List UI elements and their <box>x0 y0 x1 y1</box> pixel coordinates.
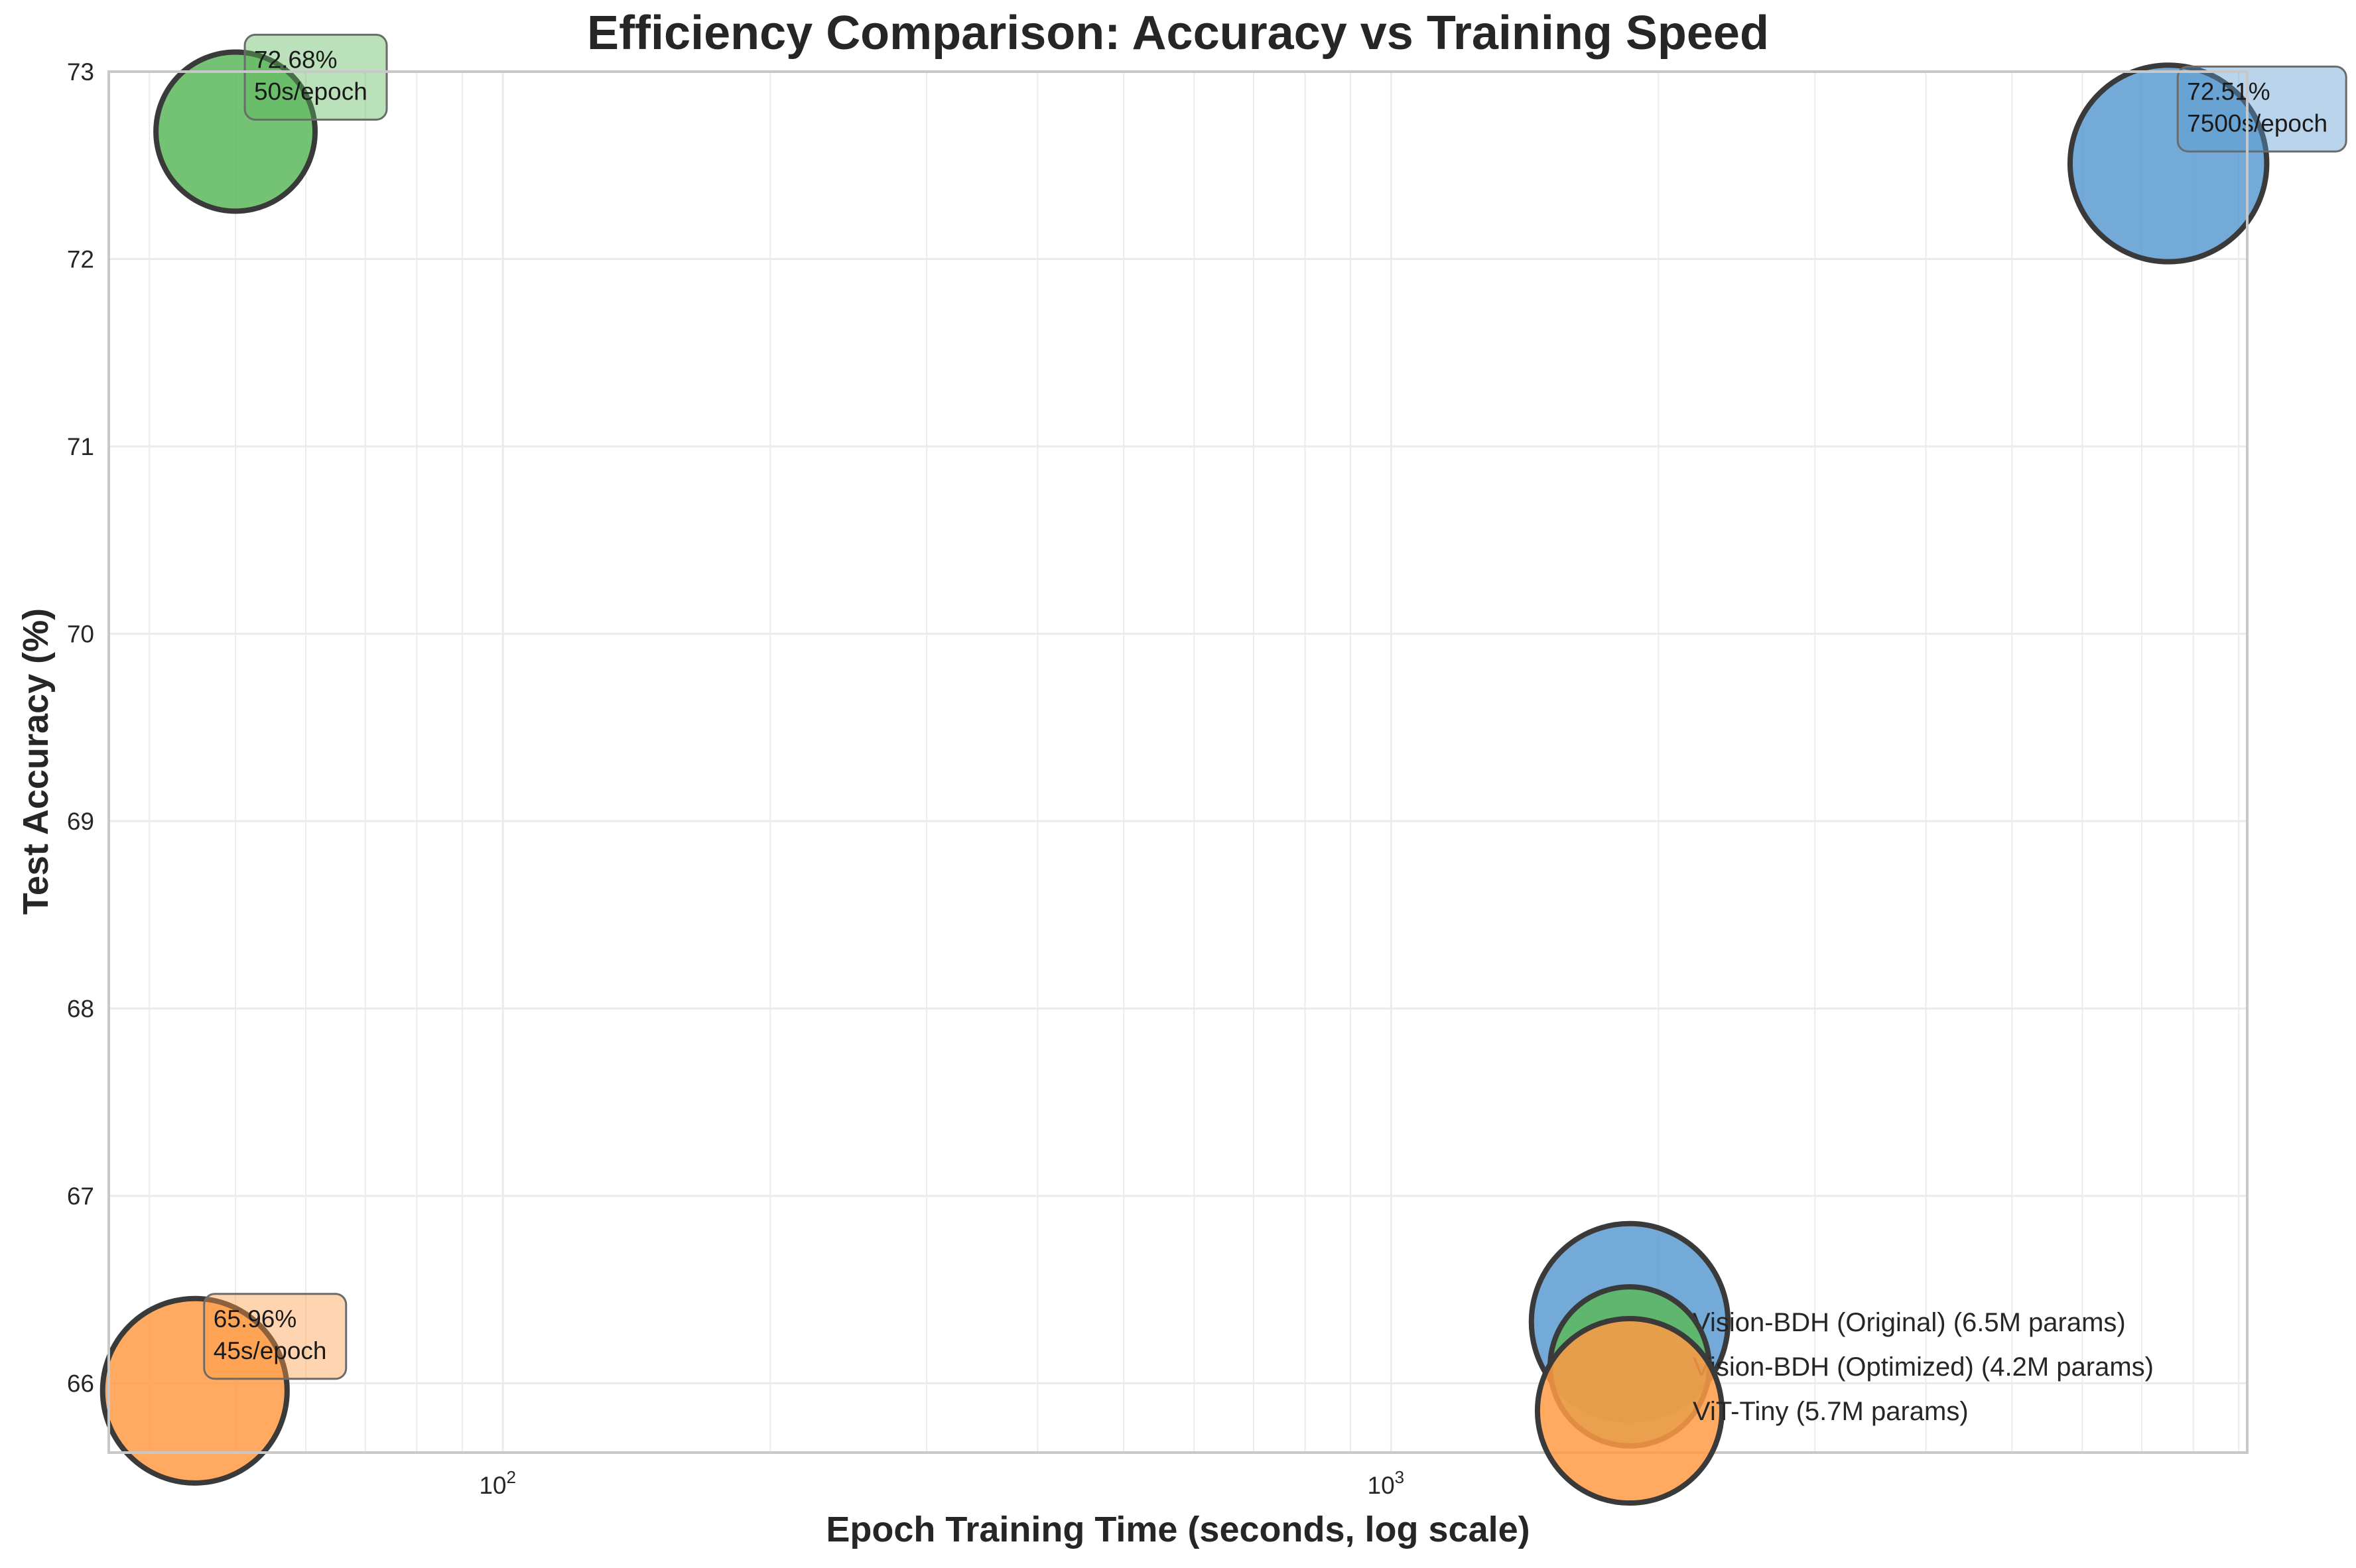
x-tick-label: 102 <box>479 1467 516 1499</box>
annotation-text: 72.51% <box>2187 78 2270 105</box>
x-axis-label: Epoch Training Time (seconds, log scale) <box>826 1510 1530 1549</box>
y-tick-label: 73 <box>67 58 94 86</box>
annotation-box <box>203 1293 348 1380</box>
x-tick-label: 103 <box>1368 1467 1405 1499</box>
y-tick-label: 71 <box>67 433 94 460</box>
annotation-text: 7500s/epoch <box>2187 109 2327 137</box>
y-tick-label: 67 <box>67 1183 94 1210</box>
plot-frame <box>107 70 2249 1454</box>
y-tick-labels: 66 67 68 69 70 71 72 73 <box>67 58 94 1397</box>
y-tick-label: 70 <box>67 620 94 647</box>
data-point <box>153 49 318 214</box>
data-points <box>99 49 2270 1486</box>
annotation-box <box>2176 65 2347 153</box>
grid-lines <box>109 70 2247 1453</box>
x-tick-labels: 102 103 <box>479 1467 1404 1499</box>
y-tick-label: 66 <box>67 1370 94 1397</box>
chart-title: Efficiency Comparison: Accuracy vs Train… <box>587 7 1769 60</box>
legend-item: ViT-Tiny (5.7M params) <box>1534 1315 1969 1506</box>
legend-label: Vision-BDH (Original) (6.5M params) <box>1693 1308 2126 1337</box>
legend-marker <box>1534 1315 1725 1506</box>
legend: Vision-BDH (Original) (6.5M params) Visio… <box>1528 1220 2154 1506</box>
legend-label: Vision-BDH (Optimized) (4.2M params) <box>1693 1352 2154 1382</box>
y-tick-label: 72 <box>67 245 94 273</box>
annotation-text: 72.68% <box>254 46 338 73</box>
y-tick-label: 68 <box>67 995 94 1022</box>
point-annotation: 72.51% 7500s/epoch <box>2176 65 2347 153</box>
annotation-text: 45s/epoch <box>214 1337 327 1364</box>
point-annotations: 72.51% 7500s/epoch 72.68% 50s/epoch 65.96% 45… <box>203 33 2347 1380</box>
point-annotation: 72.68% 50s/epoch <box>243 33 388 121</box>
annotation-text: 65.96% <box>214 1305 297 1333</box>
legend-label: ViT-Tiny (5.7M params) <box>1693 1397 1969 1426</box>
y-tick-label: 69 <box>67 808 94 835</box>
point-annotation: 65.96% 45s/epoch <box>203 1293 348 1380</box>
annotation-box <box>243 33 388 121</box>
data-point <box>99 1295 290 1486</box>
data-point <box>2067 62 2270 265</box>
y-axis-label: Test Accuracy (%) <box>16 608 56 915</box>
annotation-text: 50s/epoch <box>254 78 367 105</box>
